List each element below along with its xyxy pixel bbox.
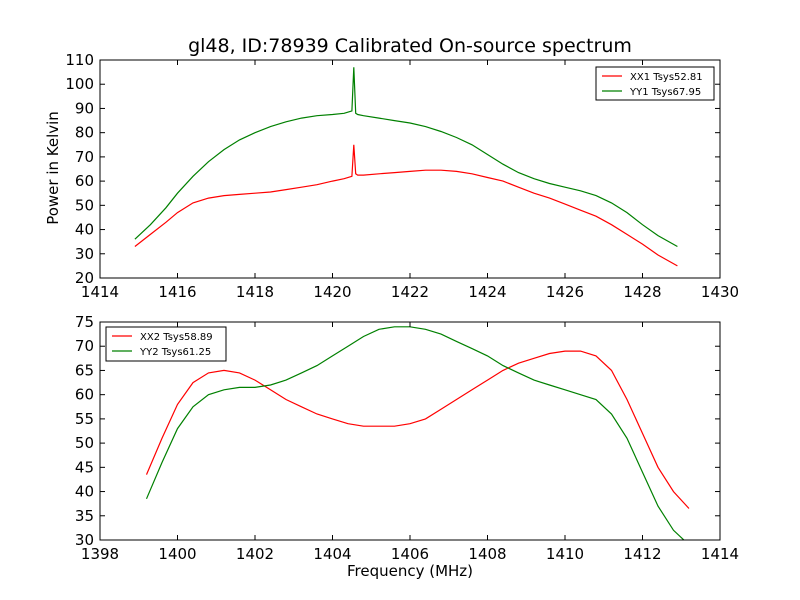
x-tick-label: 1418: [236, 283, 274, 301]
x-tick-label: 1408: [468, 545, 506, 563]
x-tick-label: 1406: [391, 545, 429, 563]
y-tick-label: 60: [75, 172, 94, 190]
y-tick-label: 50: [75, 196, 94, 214]
x-tick-label: 1402: [236, 545, 274, 563]
y-tick-label: 65: [75, 361, 94, 379]
x-tick-label: 1410: [546, 545, 584, 563]
series-line-1-1: [134, 144, 678, 267]
x-tick-label: 1420: [313, 283, 351, 301]
x-tick-label: 1424: [468, 283, 506, 301]
x-tick-label: 1426: [546, 283, 584, 301]
legend: XX2 Tsys58.89 YY2 Tsys61.25: [105, 326, 227, 362]
legend: XX1 Tsys52.81 YY1 Tsys67.95: [595, 66, 715, 101]
y-tick-label: 70: [75, 148, 94, 166]
y-tick-label: 75: [75, 313, 94, 331]
x-tick-label: 1400: [158, 545, 196, 563]
x-tick-label: 1422: [391, 283, 429, 301]
x-tick-label: 1416: [158, 283, 196, 301]
y-tick-label: 30: [75, 531, 94, 549]
top-panel: 1414 1416 1418 1420 1422 1424 1426 1428 1430 20 30…: [65, 51, 739, 301]
legend-label: YY1 Tsys67.95: [629, 87, 701, 98]
bottom-panel: 1398 1400 1402 1404 1406 1408 1410 1412 1414 30 35…: [75, 313, 739, 563]
y-tick-label: 80: [75, 124, 94, 142]
y-axis-label: Power in Kelvin: [44, 111, 62, 225]
y-tick-label: 90: [75, 99, 94, 117]
legend-box: [105, 326, 227, 362]
legend-label: YY2 Tsys61.25: [139, 347, 211, 358]
y-tick-label: 35: [75, 507, 94, 525]
legend-label: XX1 Tsys52.81: [630, 72, 703, 83]
x-tick-label: 1398: [81, 545, 119, 563]
series-line-2-2: [145, 326, 685, 540]
y-tick-label: 110: [65, 51, 94, 69]
y-tick-label: 40: [75, 221, 94, 239]
y-tick-label: 50: [75, 434, 94, 452]
y-tick-label: 40: [75, 483, 94, 501]
legend-label: XX2 Tsys58.89: [140, 332, 213, 343]
x-tick-label: 1430: [701, 283, 739, 301]
x-tick-label: 1412: [623, 545, 661, 563]
x-axis-label: Frequency (MHz): [347, 562, 473, 580]
y-tick-label: 55: [75, 410, 94, 428]
y-tick-label: 20: [75, 269, 94, 287]
x-tick-label: 1428: [623, 283, 661, 301]
x-tick-label: 1414: [81, 283, 119, 301]
figure-title: gl48, ID:78939 Calibrated On-source spec…: [188, 35, 632, 57]
y-tick-label: 45: [75, 458, 94, 476]
y-tick-label: 100: [65, 75, 94, 93]
x-tick-label: 1414: [701, 545, 739, 563]
y-tick-label: 70: [75, 337, 94, 355]
x-tick-label: 1404: [313, 545, 351, 563]
y-tick-label: 60: [75, 386, 94, 404]
series-line-1-2: [134, 67, 678, 248]
series-line-2-1: [145, 350, 690, 509]
legend-box: [595, 66, 715, 101]
y-tick-label: 30: [75, 245, 94, 263]
